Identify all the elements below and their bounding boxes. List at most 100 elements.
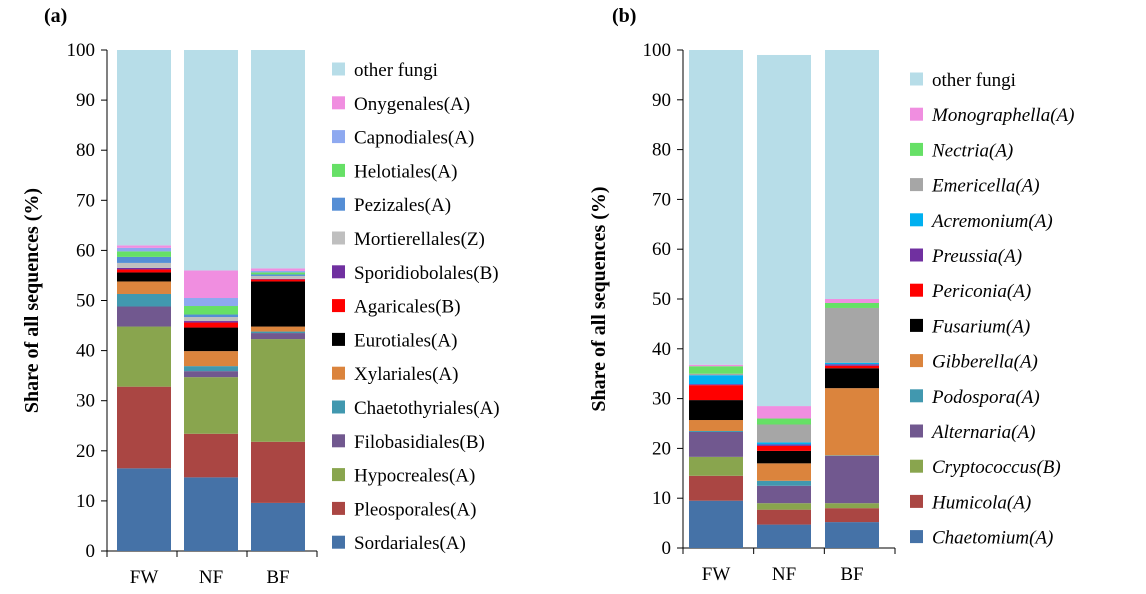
legend-label: Chaetomium(A) [932, 528, 1053, 549]
bar-segment-bf-10 [251, 274, 305, 276]
panel-label-b: (b) [612, 5, 636, 27]
x-category-label: NF [199, 567, 223, 588]
bar-segment-fw-13 [689, 50, 743, 365]
legend-label: Pleosporales(A) [354, 499, 476, 520]
bar-segment-bf-13 [251, 268, 305, 271]
legend-label: Sporidiobolales(B) [354, 263, 499, 284]
legend-label: Hypocreales(A) [354, 466, 475, 487]
bar-segment-fw-1 [117, 386, 171, 469]
x-category-label: BF [266, 567, 289, 588]
y-tick-label: 80 [76, 140, 95, 161]
bar-segment-bf-6 [825, 368, 879, 389]
legend-label: Agaricales(B) [354, 297, 461, 318]
bar-segment-fw-3 [689, 431, 743, 457]
panel-b-chart: (b) Share of all sequences (%) 0 10 20 30 40 50… [588, 5, 1074, 585]
legend-swatch [332, 96, 345, 110]
bar-segment-bf-1 [825, 508, 879, 523]
y-tick-label: 100 [67, 40, 96, 61]
legend-label: Pezizales(A) [354, 195, 451, 216]
bar-segment-fw-10 [117, 256, 171, 263]
legend-label: Gibberella(A) [932, 352, 1038, 373]
legend-label: Eurotiales(A) [354, 330, 457, 351]
bar-segment-bf-0 [251, 502, 305, 551]
bar-segment-bf-11 [251, 272, 305, 275]
legend-label: Podospora(A) [931, 387, 1040, 408]
y-tick-label: 40 [76, 341, 95, 362]
bar-segment-nf-5 [757, 463, 811, 481]
legend-swatch [332, 434, 345, 448]
y-tick-label: 60 [652, 239, 671, 260]
legend-swatch [910, 107, 923, 121]
y-tick-label: 30 [76, 391, 95, 412]
legend-swatch [332, 366, 345, 380]
bar-segment-nf-2 [184, 377, 238, 434]
bar-segment-bf-4 [251, 331, 305, 334]
bar-segment-fw-5 [689, 420, 743, 431]
bar-segment-bf-12 [825, 299, 879, 303]
legend-label: Onygenales(A) [354, 94, 470, 115]
y-tick-label: 60 [76, 240, 95, 261]
bar-segment-fw-11 [117, 251, 171, 257]
legend-swatch [910, 178, 923, 192]
legend-swatch [332, 62, 345, 76]
bar-segment-nf-6 [757, 450, 811, 464]
y-tick-label: 50 [76, 291, 95, 312]
legend-swatch [332, 299, 345, 313]
bar-segment-fw-8 [689, 384, 743, 386]
bar-segment-bf-12 [251, 270, 305, 273]
bar-segment-fw-11 [689, 366, 743, 374]
bar-segment-nf-0 [757, 524, 811, 548]
bar-segment-fw-8 [117, 267, 171, 270]
legend-label: other fungi [354, 60, 438, 81]
bar-segment-nf-13 [184, 270, 238, 298]
y-tick-label: 90 [76, 90, 95, 111]
legend-swatch [910, 459, 923, 473]
bar-segment-bf-9 [251, 275, 305, 279]
legend-swatch [332, 468, 345, 482]
legend-swatch [910, 389, 923, 403]
y-tick-label: 30 [652, 389, 671, 410]
legend-label: Helotiales(A) [354, 161, 457, 182]
bar-segment-bf-2 [825, 503, 879, 509]
bar-segment-fw-7 [117, 269, 171, 273]
legend-swatch [910, 142, 923, 156]
y-tick-label: 50 [652, 289, 671, 310]
legend-swatch [910, 283, 923, 297]
bar-segment-fw-2 [117, 326, 171, 387]
legend-label: Sordariales(A) [354, 533, 466, 554]
legend-swatch [332, 332, 345, 346]
bar-segment-fw-4 [117, 293, 171, 307]
bar-segment-nf-6 [184, 327, 238, 352]
y-tick-label: 10 [76, 491, 95, 512]
bar-segment-bf-0 [825, 522, 879, 548]
legend-label: Alternaria(A) [930, 422, 1035, 443]
y-tick-label: 20 [652, 438, 671, 459]
bar-segment-nf-12 [184, 297, 238, 307]
legend-label: Nectria(A) [931, 140, 1013, 161]
bar-segment-bf-10 [825, 307, 879, 363]
bar-segment-fw-1 [689, 475, 743, 501]
legend-swatch [332, 231, 345, 245]
bar-segment-bf-7 [825, 365, 879, 369]
legend-label: Chaetothyriales(A) [354, 398, 500, 419]
bar-segment-nf-9 [184, 317, 238, 322]
bar-segment-bf-8 [251, 278, 305, 280]
legend-swatch [910, 494, 923, 508]
bar-segment-bf-1 [251, 441, 305, 503]
bar-segment-fw-4 [689, 430, 743, 432]
bar-segment-bf-5 [825, 388, 879, 456]
legend-label: Capnodiales(A) [354, 128, 474, 149]
y-tick-label: 70 [652, 189, 671, 210]
bar-segment-nf-8 [757, 444, 811, 446]
bar-segment-fw-9 [689, 375, 743, 385]
bar-segment-fw-6 [689, 400, 743, 421]
y-tick-label: 100 [643, 40, 672, 61]
y-tick-label: 80 [652, 140, 671, 161]
x-category-label: FW [130, 567, 159, 588]
bar-segment-bf-6 [251, 281, 305, 327]
bar-segment-nf-12 [757, 406, 811, 419]
legend-label: Preussia(A) [931, 246, 1022, 267]
bar-segment-nf-11 [184, 306, 238, 315]
bar-segment-nf-4 [184, 366, 238, 372]
